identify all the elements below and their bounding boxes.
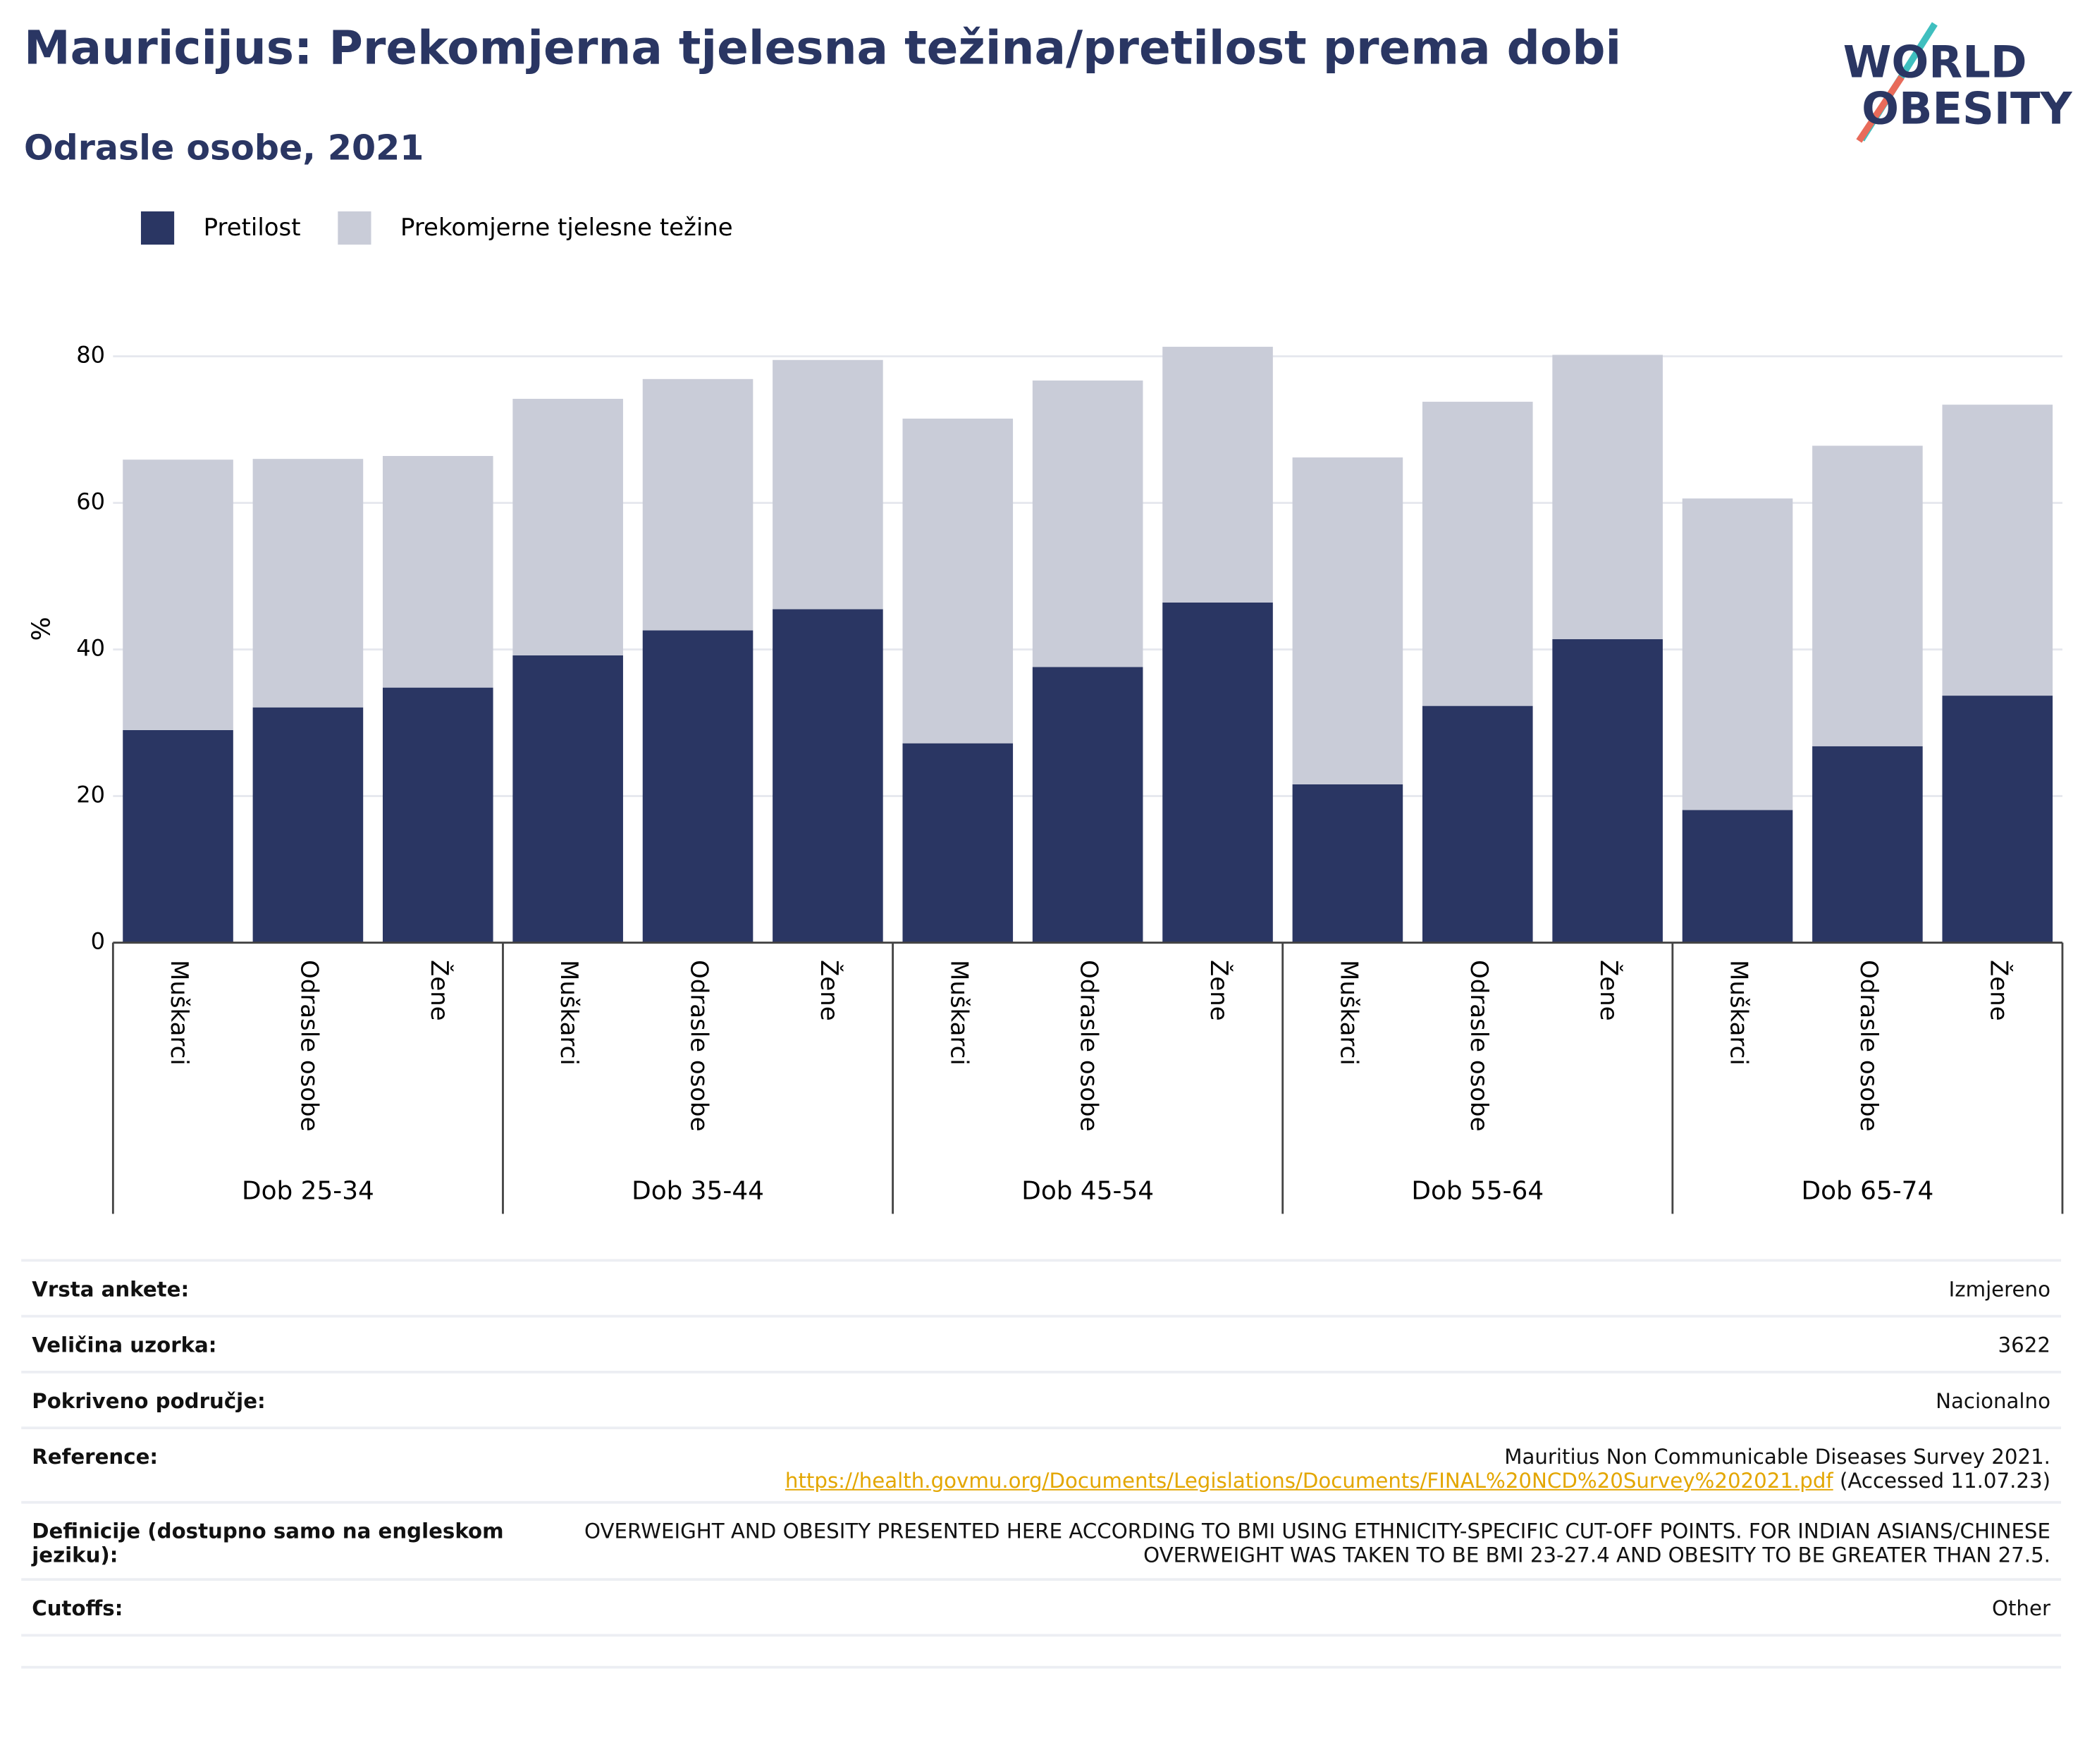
table-row: Pokriveno područje: Nacionalno — [21, 1370, 2062, 1426]
footnote — [21, 1634, 2062, 1669]
bar-segment — [642, 630, 754, 943]
bar-segment — [1552, 354, 1663, 639]
bar-segment — [773, 359, 883, 610]
table-row: Reference: Mauritius Non Communicable Dis… — [21, 1426, 2062, 1501]
x-tick-label: Odrasle osobe — [1855, 960, 1883, 1131]
bar-segment — [1942, 405, 2053, 696]
group-label: Dob 65-74 — [1802, 1177, 1934, 1206]
bar-segment — [123, 459, 233, 730]
x-tick-label: Muškarci — [945, 960, 973, 1066]
bar-segment — [902, 743, 1014, 943]
reference-text: Mauritius Non Communicable Diseases Surv… — [1504, 1445, 2050, 1469]
y-tick-label: 60 — [76, 488, 105, 515]
bar-segment — [1422, 705, 1533, 943]
group-label: Dob 25-34 — [242, 1177, 374, 1206]
table-row: Cutoffs: Other — [21, 1578, 2062, 1634]
row-label: Vrsta ankete: — [32, 1277, 190, 1302]
row-value: Other — [1991, 1596, 2050, 1621]
y-tick-label: 0 — [91, 928, 105, 955]
table-row: Veličina uzorka: 3622 — [21, 1314, 2062, 1371]
bar-segment — [642, 378, 754, 631]
row-value: Nacionalno — [1936, 1389, 2050, 1414]
y-tick-label: 20 — [76, 782, 105, 808]
bar-segment — [1162, 602, 1273, 943]
bar-segment — [382, 456, 493, 688]
x-tick-label: Muškarci — [1334, 960, 1363, 1066]
logo-text: OBESITY — [1862, 82, 2072, 134]
bar-segment — [902, 418, 1014, 744]
bar-segment — [1162, 347, 1273, 603]
bar-segment — [123, 729, 233, 943]
chart-subtitle: Odrasle osobe, 2021 — [24, 127, 424, 168]
info-table: Vrsta ankete: Izmjereno Veličina uzorka: 3… — [21, 1259, 2062, 1669]
legend-swatch — [140, 211, 175, 245]
row-label: Pokriveno područje: — [32, 1389, 266, 1414]
row-label: Reference: — [32, 1445, 159, 1469]
row-value: 3622 — [1998, 1333, 2050, 1358]
bar-segment — [773, 609, 883, 943]
x-tick-label: Žene — [425, 960, 454, 1021]
legend-label: Prekomjerne tjelesne težine — [400, 214, 733, 242]
legend-swatch — [338, 211, 371, 245]
bar-segment — [1032, 380, 1143, 667]
reference-link[interactable]: https://health.govmu.org/Documents/Legis… — [785, 1469, 1833, 1493]
x-tick-label: Žene — [1984, 960, 2013, 1021]
y-tick-label: 40 — [76, 635, 105, 662]
accessed: (Accessed 11.07.23) — [1840, 1469, 2050, 1493]
bar-segment — [1682, 810, 1793, 943]
x-tick-label: Muškarci — [1725, 960, 1753, 1066]
x-tick-label: Odrasle osobe — [1465, 960, 1493, 1131]
table-row: Definicije (dostupno samo na engleskom j… — [21, 1500, 2062, 1578]
bar-segment — [512, 398, 623, 655]
y-axis-label: % — [27, 617, 56, 641]
row-label: Veličina uzorka: — [32, 1333, 217, 1358]
x-tick-label: Muškarci — [165, 960, 193, 1066]
x-tick-label: Odrasle osobe — [685, 960, 713, 1131]
y-tick-label: 80 — [76, 342, 105, 369]
group-label: Dob 35-44 — [632, 1177, 764, 1206]
row-value: OVERWEIGHT AND OBESITY PRESENTED HERE AC… — [584, 1519, 2050, 1568]
logo-text: WORLD — [1843, 36, 2027, 87]
bar-segment — [1812, 445, 1923, 746]
x-tick-label: Žene — [815, 960, 844, 1021]
bar-segment — [1552, 639, 1663, 943]
bar-segment — [1422, 402, 1533, 706]
row-value: Izmjereno — [1948, 1277, 2050, 1302]
bar-segment — [1032, 667, 1143, 943]
x-tick-label: Muškarci — [555, 960, 583, 1066]
bar-segment — [1812, 746, 1923, 943]
bar-segment — [1942, 696, 2053, 943]
bar-segment — [252, 707, 364, 943]
group-label: Dob 45-54 — [1021, 1177, 1154, 1206]
chart-title: Mauricijus: Prekomjerna tjelesna težina/… — [24, 21, 1621, 75]
group-label: Dob 55-64 — [1411, 1177, 1544, 1206]
legend-label: Pretilost — [204, 214, 301, 242]
x-tick-label: Žene — [1205, 960, 1234, 1021]
table-row: Vrsta ankete: Izmjereno — [21, 1259, 2062, 1315]
bar-segment — [1292, 784, 1403, 943]
bar-segment — [1292, 457, 1403, 784]
row-label: Cutoffs: — [32, 1596, 123, 1621]
logo-slash — [1856, 75, 1905, 143]
row-label: Definicije (dostupno samo na engleskom j… — [32, 1519, 504, 1568]
x-tick-label: Odrasle osobe — [295, 960, 323, 1131]
bar-segment — [512, 655, 623, 943]
x-tick-label: Odrasle osobe — [1075, 960, 1103, 1131]
bar-segment — [252, 459, 364, 708]
row-value: Mauritius Non Communicable Diseases Surv… — [537, 1445, 2050, 1493]
chart: Mauricijus: Prekomjerna tjelesna težina/… — [24, 21, 2072, 1214]
x-tick-label: Žene — [1594, 960, 1623, 1021]
bar-segment — [1682, 498, 1793, 810]
bar-segment — [382, 687, 493, 943]
